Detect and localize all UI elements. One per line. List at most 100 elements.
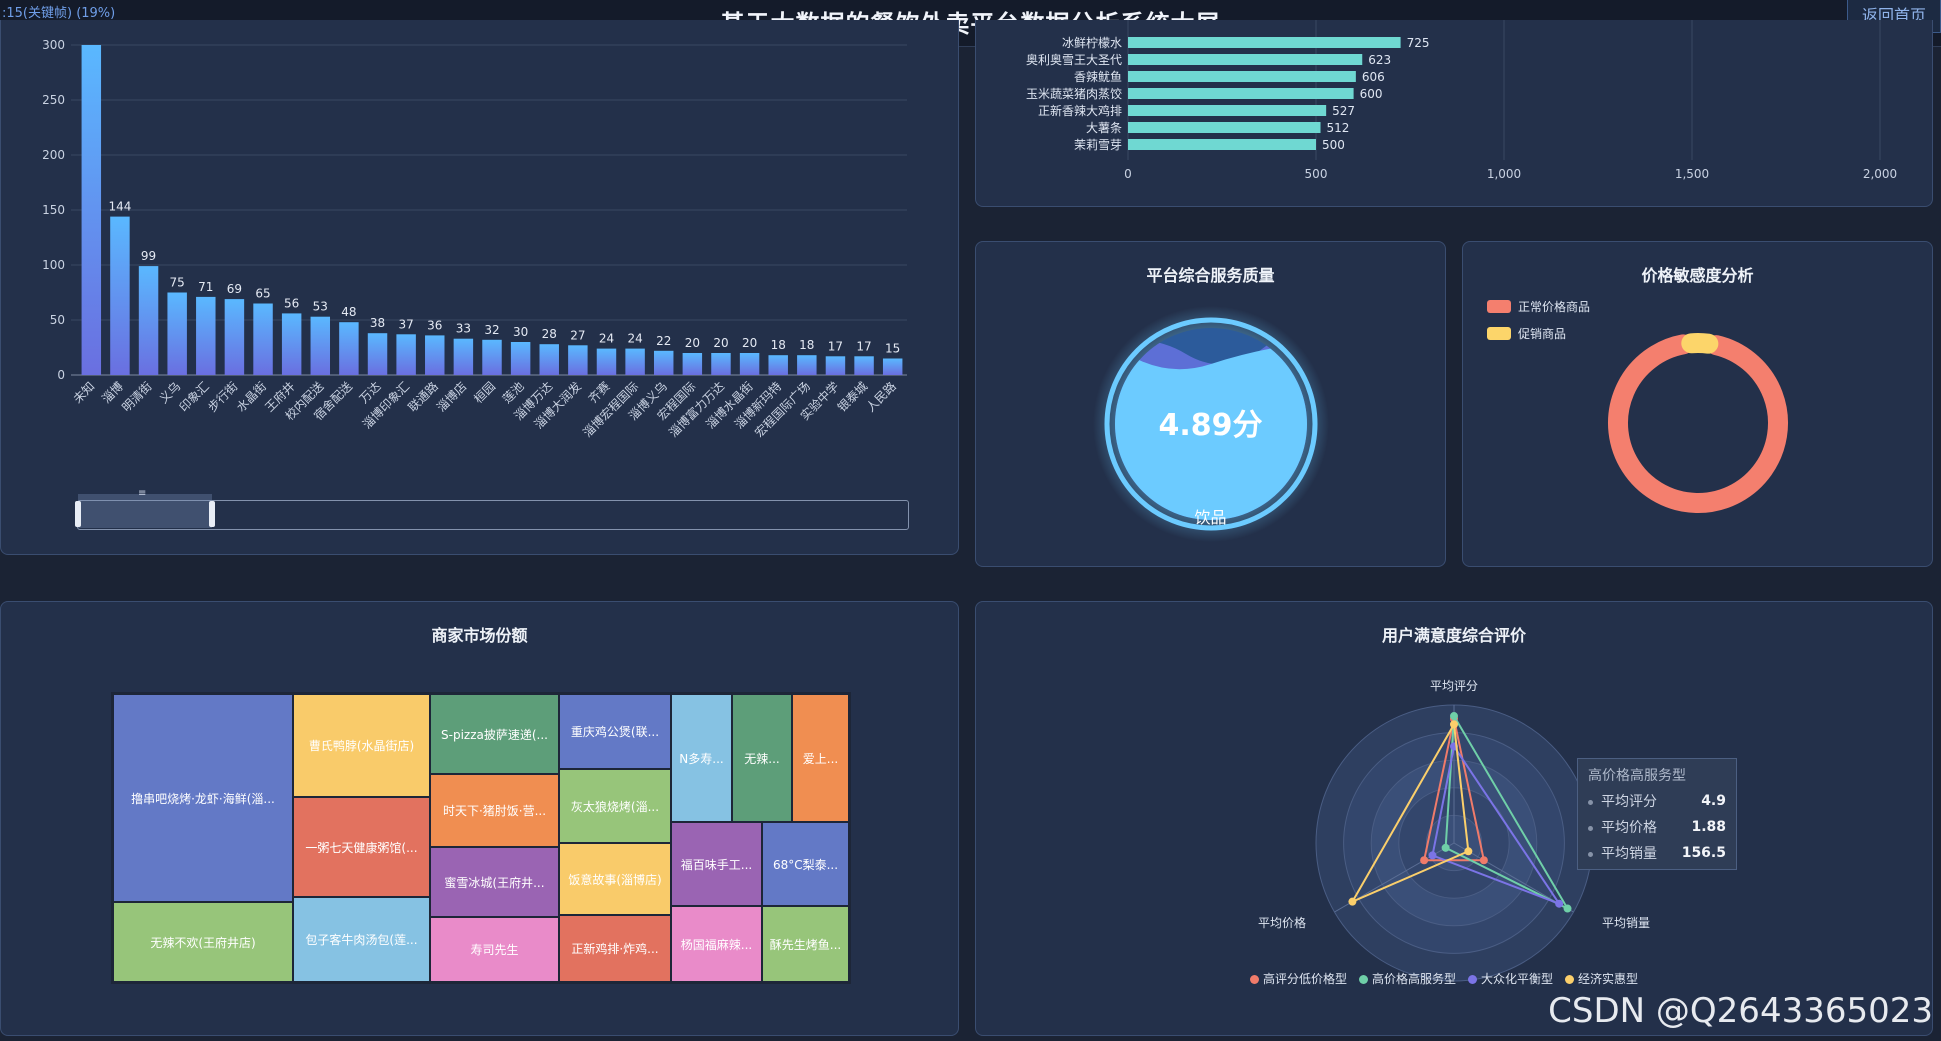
x-tick-label: 水晶街 <box>234 379 269 414</box>
bar-value-label: 18 <box>799 338 814 352</box>
radar-point <box>1428 851 1437 860</box>
bar <box>224 299 245 375</box>
radar-tooltip: 高价格高服务型 平均评分 4.9 平均价格 1.88 平均销量 156.5 <box>1577 758 1737 870</box>
radar-legend-item[interactable]: 大众化平衡型 <box>1468 970 1553 987</box>
treemap-cell[interactable]: 灰太狼烧烤(淄... <box>559 769 671 843</box>
bar-value-label: 99 <box>141 249 156 263</box>
gauge-wave-front <box>1115 338 1307 520</box>
bar-value-label: 24 <box>627 332 642 346</box>
service-quality-panel: 平台综合服务质量 4.89分 饮品 <box>975 241 1446 567</box>
x-tick-label: 淄博店 <box>433 379 469 415</box>
bar-value-label: 38 <box>370 316 385 330</box>
radar-legend-label: 高评分低价格型 <box>1263 972 1348 986</box>
bar-value-label: 28 <box>542 327 557 341</box>
y-tick-label: 玉米蔬菜猪肉蒸饺 <box>1026 86 1122 101</box>
bar <box>596 348 617 375</box>
bar <box>138 266 159 375</box>
treemap-cell[interactable]: 杨国福麻辣... <box>671 906 762 982</box>
radar-axis-label: 平均价格 <box>1258 915 1306 930</box>
bar-value-label: 30 <box>513 325 528 339</box>
market-share-title: 商家市场份额 <box>431 626 528 645</box>
price-donut-chart <box>1608 333 1788 513</box>
datazoom-left-handle[interactable] <box>75 501 81 527</box>
radar-point <box>1555 899 1564 908</box>
datazoom-right-handle[interactable] <box>209 501 215 527</box>
radar-legend-item[interactable]: 高评分低价格型 <box>1250 970 1347 987</box>
tooltip-row-label: 平均销量 <box>1601 846 1657 862</box>
gauge-value: 4.89分 <box>1158 408 1263 443</box>
treemap-cell[interactable]: 68°C梨泰... <box>762 822 849 906</box>
x-tick-label: 人民路 <box>863 379 899 415</box>
bar <box>539 344 559 375</box>
tooltip-row-label: 平均评分 <box>1601 794 1657 810</box>
treemap-cell[interactable]: 无辣不欢(王府井店) <box>113 902 293 982</box>
treemap-cell[interactable]: S-pizza披萨速递(... <box>430 694 559 774</box>
treemap-cell[interactable]: 时天下·猪肘饭·营... <box>430 774 559 847</box>
bar <box>281 313 302 375</box>
bar <box>81 45 102 375</box>
bar <box>167 292 187 375</box>
datazoom-handle-label: ≡ <box>138 488 147 499</box>
radar-point <box>1479 856 1488 865</box>
donut-slice <box>1681 333 1719 354</box>
bar <box>854 356 874 375</box>
fps-indicator: :15(关键帧) (19%) <box>2 6 116 21</box>
area-bar-chart: 050100150200250300未知144淄博99明清街75义乌71印象汇6… <box>42 38 907 440</box>
x-tick-label: 步行街 <box>205 379 240 414</box>
treemap-cell[interactable]: 蜜雪冰城(王府井... <box>430 847 559 917</box>
y-tick-label: 100 <box>42 258 65 272</box>
treemap-cell[interactable]: 撸串吧烧烤·龙虾·海鲜(淄... <box>113 694 293 902</box>
bar-value-label: 33 <box>456 322 471 336</box>
tooltip-row-label: 平均价格 <box>1601 820 1657 836</box>
bar-value-label: 17 <box>828 339 843 353</box>
x-tick-label: 1,000 <box>1487 167 1521 181</box>
legend-normal-price[interactable]: 正常价格商品 <box>1487 298 1590 315</box>
bar-value-label: 15 <box>885 342 900 356</box>
radar-series <box>1422 718 1486 862</box>
bar-value-label: 56 <box>284 296 299 310</box>
radar-legend-item[interactable]: 高价格高服务型 <box>1359 970 1456 987</box>
treemap-cell[interactable]: 爱上... <box>792 694 849 822</box>
radar-legend-item[interactable]: 经济实惠型 <box>1565 970 1638 987</box>
treemap-cell[interactable]: N多寿... <box>671 694 732 822</box>
treemap-cell[interactable]: 包子客牛肉汤包(莲... <box>293 897 430 982</box>
treemap-cell[interactable]: 重庆鸡公煲(联... <box>559 694 671 769</box>
gauge-label: 饮品 <box>1194 508 1227 527</box>
treemap-cell[interactable]: 酥先生烤鱼... <box>762 906 849 982</box>
datazoom-selected-range[interactable]: ≡ <box>78 488 212 528</box>
tooltip-row: 平均价格 1.88 <box>1588 817 1726 837</box>
treemap-cell[interactable]: 曹氏鸭脖(水晶街店) <box>293 694 430 797</box>
market-share-panel: 商家市场份额 撸串吧烧烤·龙虾·海鲜(淄... 无辣不欢(王府井店) 曹氏鸭脖(… <box>0 601 959 1036</box>
datazoom-slider[interactable]: ≡ <box>75 488 909 530</box>
bar-value-label: 20 <box>742 336 757 350</box>
treemap-cell[interactable]: 福百味手工... <box>671 822 762 906</box>
y-tick-label: 200 <box>42 148 65 162</box>
radar-axis-label: 平均评分 <box>1430 679 1478 693</box>
y-tick-label: 大薯条 <box>1086 121 1122 135</box>
satisfaction-panel: 用户满意度综合评价 平均评分 平均价格 平均销量 <box>975 601 1933 1036</box>
bar-value-label: 20 <box>713 336 728 350</box>
x-tick-label: 银泰城 <box>835 379 870 414</box>
bar-value-label: 512 <box>1327 121 1350 135</box>
treemap-cell[interactable]: 一粥七天健康粥馆(... <box>293 797 430 897</box>
satisfaction-title: 用户满意度综合评价 <box>1381 626 1526 645</box>
radar-legend-label: 高价格高服务型 <box>1372 972 1457 986</box>
radar-point <box>1420 856 1429 865</box>
treemap-cell[interactable]: 无辣... <box>732 694 792 822</box>
treemap-cell[interactable]: 饭意故事(淄博店) <box>559 843 671 915</box>
service-quality-title: 平台综合服务质量 <box>1146 266 1275 285</box>
bar <box>453 338 474 375</box>
y-tick-label: 冰鲜柠檬水 <box>1062 35 1122 50</box>
donut-slice <box>1608 334 1788 513</box>
radar-series <box>1431 743 1562 906</box>
bar-value-label: 623 <box>1368 53 1391 67</box>
radar-point <box>1563 904 1572 913</box>
legend-promo-price[interactable]: 促销商品 <box>1487 325 1566 342</box>
bar <box>396 334 416 375</box>
bar-value-label: 725 <box>1407 36 1430 50</box>
hbar <box>1128 37 1401 48</box>
watermark: CSDN @Q2643365023 <box>1548 991 1933 1031</box>
bar-value-label: 32 <box>484 323 499 337</box>
treemap-cell[interactable]: 寿司先生 <box>430 917 559 982</box>
treemap-cell[interactable]: 正新鸡排·炸鸡... <box>559 915 671 982</box>
